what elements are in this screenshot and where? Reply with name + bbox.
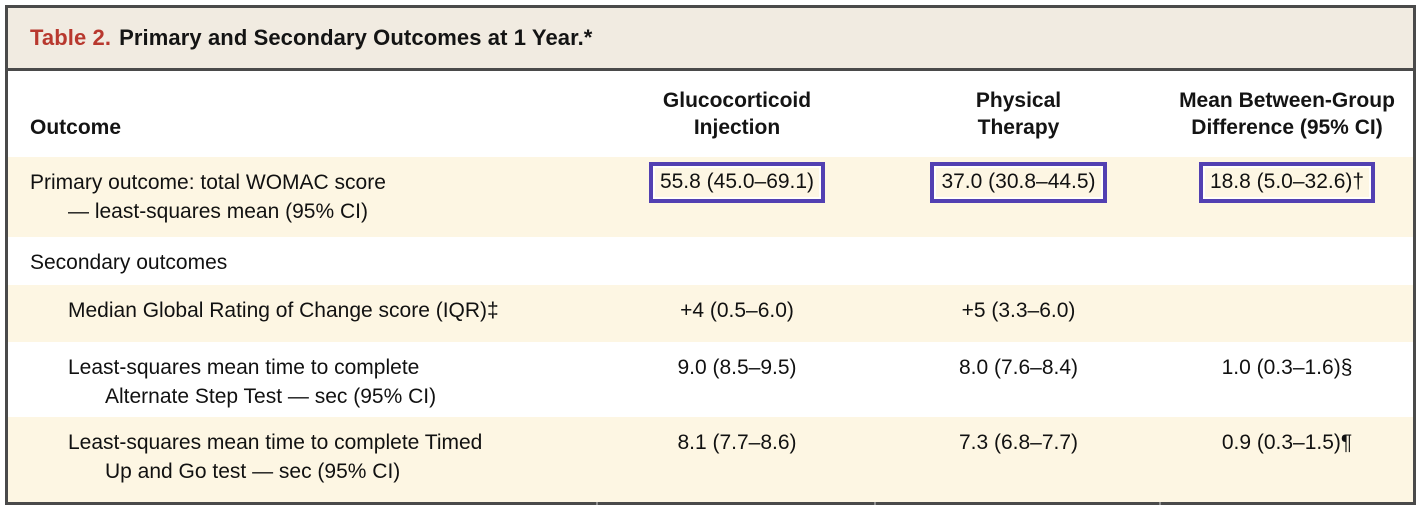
value-between-group-difference [1161, 237, 1413, 285]
value-physical-therapy: 37.0 (30.8–44.5) [876, 157, 1161, 237]
annotation-highlight-box: 55.8 (45.0–69.1) [648, 162, 826, 203]
bottom-border-column-seam [596, 502, 598, 505]
table-row-alternate-step-test: Least-squares mean time to complete Alte… [8, 342, 1413, 417]
annotation-highlight-box: 37.0 (30.8–44.5) [930, 162, 1107, 203]
value-glucocorticoid-injection: 8.1 (7.7–8.6) [677, 431, 797, 454]
row-label: Secondary outcomes [8, 237, 598, 285]
table-row-global-rating-of-change: Median Global Rating of Change score (IQ… [8, 285, 1413, 342]
row-label-line1: Median Global Rating of Change score (IQ… [68, 299, 499, 322]
table-row-timed-up-and-go: Least-squares mean time to complete Time… [8, 417, 1413, 502]
table-title: Primary and Secondary Outcomes at 1 Year… [119, 25, 593, 50]
value-physical-therapy [876, 237, 1161, 285]
table-title-bar: Table 2. Primary and Secondary Outcomes … [8, 8, 1413, 71]
row-label-line2: Alternate Step Test — sec (95% CI) [105, 385, 437, 408]
value-glucocorticoid-injection: 9.0 (8.5–9.5) [677, 356, 797, 379]
row-label: Least-squares mean time to complete Alte… [8, 342, 598, 417]
table-row-primary-outcome: Primary outcome: total WOMAC score — lea… [8, 157, 1413, 237]
table-row-secondary-outcomes-header: Secondary outcomes [8, 237, 1413, 285]
bottom-border-column-seam [874, 502, 876, 505]
column-header-between-group-difference: Mean Between-Group Difference (95% CI) [1179, 89, 1395, 139]
value-glucocorticoid-injection [598, 237, 876, 285]
value-physical-therapy: 7.3 (6.8–7.7) [958, 431, 1079, 454]
column-header-glucocorticoid-injection: Glucocorticoid Injection [662, 89, 812, 139]
value-glucocorticoid-injection: 55.8 (45.0–69.1) [598, 157, 876, 237]
row-label-line1: Primary outcome: total WOMAC score [30, 171, 386, 194]
row-label: Median Global Rating of Change score (IQ… [8, 285, 598, 342]
row-label-line1: Least-squares mean time to complete [68, 356, 420, 379]
row-label: Primary outcome: total WOMAC score — lea… [8, 157, 598, 237]
value-between-group-difference [1161, 285, 1413, 342]
column-header-outcome: Outcome [30, 116, 122, 139]
value-between-group-difference: 1.0 (0.3–1.6)§ [1221, 356, 1353, 379]
row-label-line2: Up and Go test — sec (95% CI) [105, 460, 401, 483]
bottom-border-column-seam [1159, 502, 1161, 505]
row-label-line1: Least-squares mean time to complete Time… [68, 431, 483, 454]
row-label-line1: Secondary outcomes [30, 251, 228, 274]
outcomes-table: Table 2. Primary and Secondary Outcomes … [5, 5, 1416, 505]
value-physical-therapy: +5 (3.3–6.0) [961, 299, 1076, 322]
value-glucocorticoid-injection: +4 (0.5–6.0) [680, 299, 794, 322]
table-content: Outcome Glucocorticoid Injection Physica… [8, 71, 1413, 505]
table-number: Table 2. [30, 25, 112, 50]
column-header-physical-therapy: Physical Therapy [975, 89, 1062, 139]
value-physical-therapy: 8.0 (7.6–8.4) [958, 356, 1079, 379]
row-label-line2: — least-squares mean (95% CI) [68, 200, 368, 223]
row-label: Least-squares mean time to complete Time… [8, 417, 598, 502]
value-between-group-difference: 18.8 (5.0–32.6)† [1161, 157, 1413, 237]
header-row: Outcome Glucocorticoid Injection Physica… [8, 71, 1413, 157]
annotation-highlight-box: 18.8 (5.0–32.6)† [1198, 162, 1376, 203]
value-between-group-difference: 0.9 (0.3–1.5)¶ [1221, 431, 1353, 454]
